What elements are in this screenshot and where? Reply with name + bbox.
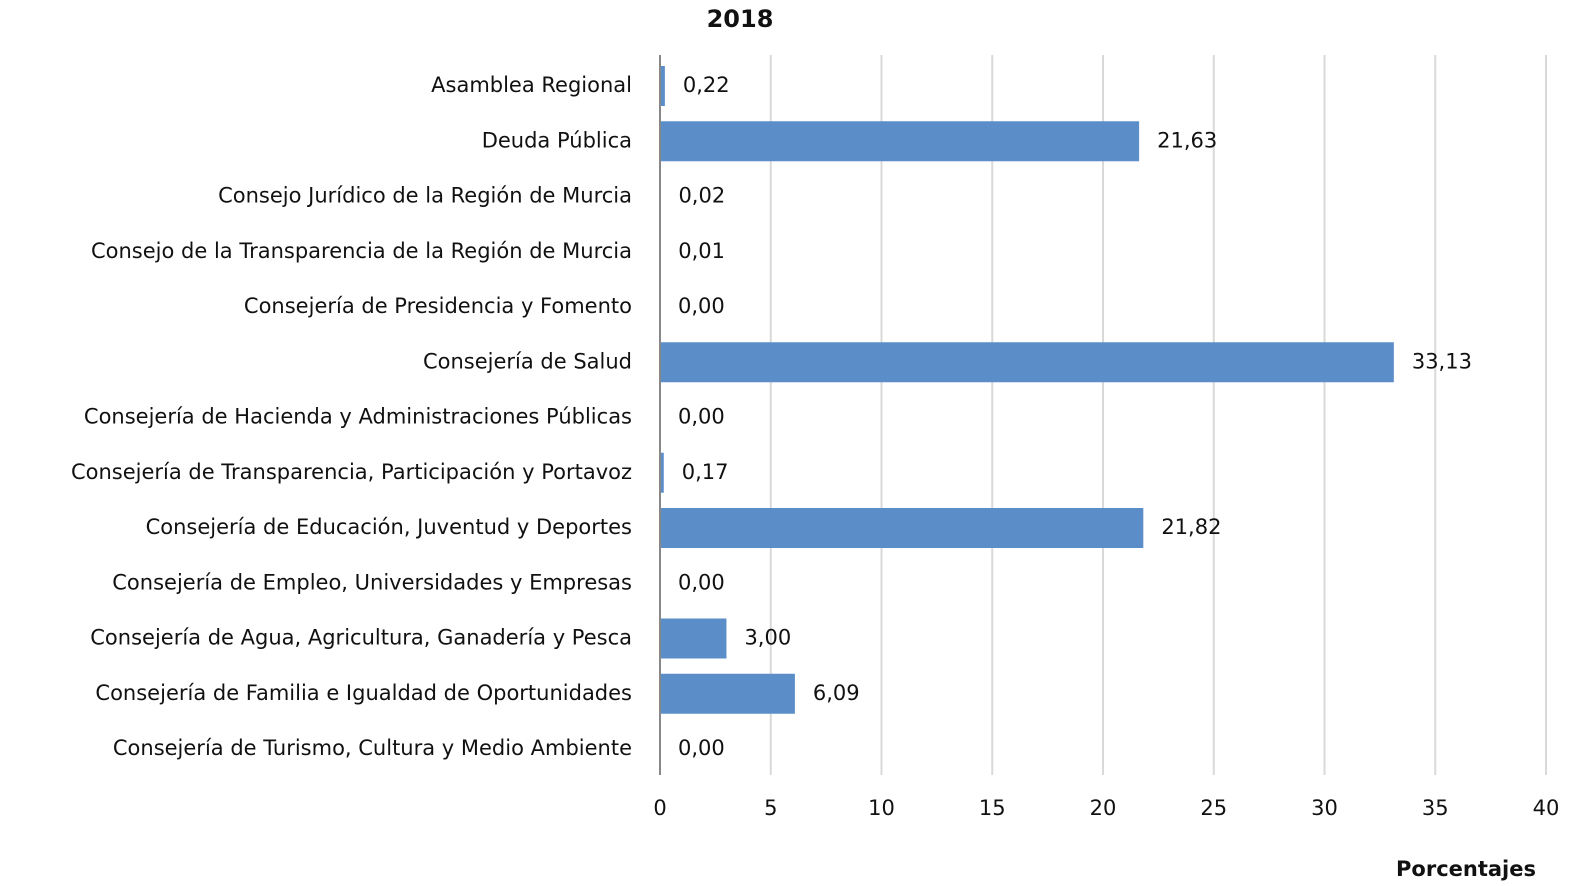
bar (660, 452, 664, 493)
value-label: 0,00 (678, 405, 725, 429)
y-tick-label: Deuda Pública (482, 128, 632, 152)
y-tick-label: Consejería de Empleo, Universidades y Em… (112, 570, 632, 594)
value-label: 3,00 (744, 626, 791, 650)
y-tick-label: Consejería de Turismo, Cultura y Medio A… (113, 736, 632, 760)
value-label: 33,13 (1412, 349, 1472, 373)
value-label: 0,00 (678, 570, 725, 594)
x-tick-label: 5 (764, 796, 777, 820)
value-label: 6,09 (813, 681, 860, 705)
bar (660, 673, 795, 714)
chart-title: 2018 (707, 5, 774, 33)
y-tick-label: Consejo de la Transparencia de la Región… (91, 239, 632, 263)
bar (660, 508, 1144, 548)
x-tick-label: 0 (653, 796, 666, 820)
y-tick-label: Consejería de Educación, Juventud y Depo… (146, 515, 632, 539)
value-label: 21,63 (1157, 128, 1217, 152)
x-tick-label: 30 (1311, 796, 1338, 820)
y-tick-label: Consejo Jurídico de la Región de Murcia (218, 184, 632, 208)
bar (660, 342, 1394, 383)
y-tick-label: Asamblea Regional (431, 73, 632, 97)
x-tick-label: 15 (979, 796, 1006, 820)
bar (660, 618, 727, 659)
y-tick-label: Consejería de Presidencia y Fomento (244, 294, 632, 318)
x-tick-label: 25 (1200, 796, 1227, 820)
bar (660, 66, 665, 106)
value-label: 0,22 (683, 73, 730, 97)
y-tick-label: Consejería de Transparencia, Participaci… (71, 460, 632, 484)
y-tick-label: Consejería de Hacienda y Administracione… (84, 405, 632, 429)
y-tick-label: Consejería de Agua, Agricultura, Ganader… (90, 626, 632, 650)
y-tick-label: Consejería de Familia e Igualdad de Opor… (95, 681, 632, 705)
x-tick-label: 35 (1422, 796, 1449, 820)
value-label: 21,82 (1161, 515, 1221, 539)
value-label: 0,17 (682, 460, 729, 484)
value-label: 0,01 (678, 239, 725, 263)
value-label: 0,00 (678, 736, 725, 760)
x-tick-label: 20 (1090, 796, 1117, 820)
x-axis-label: Porcentajes (1396, 857, 1536, 881)
value-label: 0,00 (678, 294, 725, 318)
y-tick-label: Consejería de Salud (423, 349, 632, 373)
value-label: 0,02 (678, 184, 725, 208)
bar (660, 121, 1140, 162)
x-tick-label: 40 (1533, 796, 1560, 820)
x-tick-label: 10 (868, 796, 895, 820)
